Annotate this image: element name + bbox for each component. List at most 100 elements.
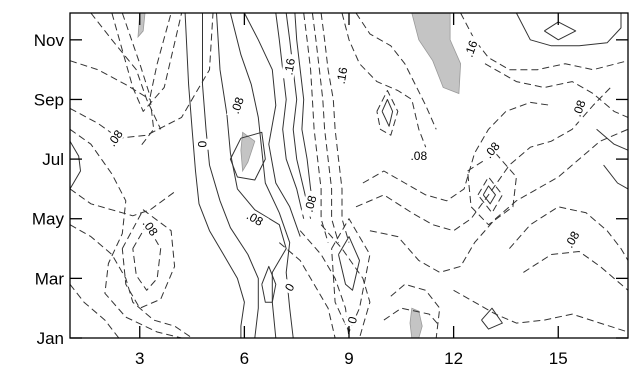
contour-label: .08 xyxy=(302,194,320,214)
negative-contour-line-37 xyxy=(477,176,503,214)
contour-labels: .08.16.16.16.08 0.08.080.080.08.08.08.08 xyxy=(102,34,590,327)
negative-contour-line-2 xyxy=(121,12,172,97)
contour-label-halo xyxy=(568,94,590,123)
y-tick-label: Jul xyxy=(42,150,64,169)
contour-label-halo xyxy=(280,53,298,81)
y-tick-label: May xyxy=(32,210,65,229)
negative-contour-line-23 xyxy=(320,12,350,243)
contour-label-halo xyxy=(300,189,320,218)
positive-contour-line-33 xyxy=(381,99,394,127)
y-tick-label: Mar xyxy=(35,269,65,288)
positive-contour-line-17 xyxy=(243,12,301,237)
positive-contour-line-29 xyxy=(261,265,277,303)
y-tick-label: Nov xyxy=(34,31,65,50)
y-tick-label: Jan xyxy=(37,329,64,348)
contour-label-halo xyxy=(240,206,270,231)
negative-contour-line-45 xyxy=(383,307,441,327)
negative-contour-line-47 xyxy=(484,63,629,118)
shaded-region-bottom xyxy=(409,307,423,339)
contour-label-halo xyxy=(102,123,128,152)
negative-contour-line-5 xyxy=(69,128,182,339)
shaded-regions xyxy=(137,12,462,339)
contour-label-group-14: .08 xyxy=(559,225,584,254)
negative-contour-line-32 xyxy=(376,90,399,136)
contour-label-halo xyxy=(280,279,298,296)
contour-lines xyxy=(69,12,629,339)
positive-contour-line-18 xyxy=(275,12,305,219)
contour-label: 0 xyxy=(196,141,210,148)
positive-contour-line-43 xyxy=(481,307,503,330)
x-tick-label: 9 xyxy=(344,349,353,368)
x-tick-label: 15 xyxy=(549,349,568,368)
contour-label-group-3: .16 xyxy=(460,34,482,63)
contour-label: .16 xyxy=(462,38,481,59)
positive-contour-line-13 xyxy=(202,13,259,339)
contour-label-halo xyxy=(138,213,164,242)
negative-contour-line-21 xyxy=(303,12,329,243)
contour-label-group-0: .08 xyxy=(226,91,248,120)
negative-contour-line-25 xyxy=(355,12,437,130)
negative-contour-line-44 xyxy=(390,283,441,339)
negative-contour-line-35 xyxy=(355,87,611,232)
negative-contour-line-27 xyxy=(299,230,350,339)
contour-label-group-9: .08 xyxy=(138,213,164,242)
negative-contour-line-22 xyxy=(311,12,339,243)
contour-label-group-2: .16 xyxy=(332,62,351,89)
negative-contour-line-31 xyxy=(331,218,371,333)
contour-label-halo xyxy=(226,91,248,120)
negative-contour-line-41 xyxy=(523,251,629,291)
negative-contour-line-40 xyxy=(509,206,629,261)
contour-label-halo xyxy=(478,136,505,164)
positive-contour-line-20 xyxy=(294,12,315,213)
negative-contour-line-46 xyxy=(460,12,629,71)
shaded-region-mid-left xyxy=(240,131,256,173)
contour-label-halo xyxy=(332,62,351,89)
contour-label: .08 xyxy=(410,149,427,163)
contour-label-halo xyxy=(406,149,432,163)
contour-label-group-8: 0 xyxy=(280,279,298,296)
negative-contour-line-9 xyxy=(121,209,176,309)
shaded-region-top-left xyxy=(137,12,146,39)
x-tick-label: 6 xyxy=(240,349,249,368)
negative-contour-line-24 xyxy=(341,12,427,148)
positive-contour-line-48 xyxy=(515,12,622,47)
positive-contour-line-12 xyxy=(184,12,245,338)
negative-contour-line-26 xyxy=(278,242,336,339)
contour-label-halo xyxy=(559,225,584,254)
negative-contour-line-3 xyxy=(111,12,183,112)
negative-contour-line-28 xyxy=(320,224,371,339)
y-tick-label: Sep xyxy=(34,90,64,109)
contour-label: .16 xyxy=(281,57,298,76)
negative-contour-line-42 xyxy=(453,289,629,333)
negative-contour-line-6 xyxy=(69,188,175,217)
positive-contour-line-19 xyxy=(285,12,312,219)
positive-contour-line-30 xyxy=(338,236,360,291)
x-tick-label: 12 xyxy=(444,349,463,368)
contour-label: .08 xyxy=(228,95,247,116)
contour-label-group-6: .08 xyxy=(240,206,270,231)
contour-label-group-1: .16 xyxy=(280,53,298,81)
contour-label-group-10: 0 xyxy=(344,312,360,327)
x-tick-label: 3 xyxy=(135,349,144,368)
negative-contour-line-34 xyxy=(362,101,552,202)
shaded-region-top-right xyxy=(411,12,462,95)
plot-frame xyxy=(69,12,629,339)
contour-label: .08 xyxy=(570,98,589,119)
contour-label-group-13: .08 xyxy=(568,94,590,123)
positive-contour-line-38 xyxy=(482,185,496,205)
negative-contour-line-4 xyxy=(69,12,214,139)
positive-contour-line-11 xyxy=(69,140,81,190)
positive-contour-line-51 xyxy=(603,164,629,190)
contour-label-group-5: 0 xyxy=(195,138,210,150)
contour-label-halo xyxy=(460,34,482,63)
contour-label-halo xyxy=(195,138,209,150)
contour-label-group-11: .08 xyxy=(406,149,432,163)
contour-label-group-4: .08 xyxy=(102,123,128,152)
contour-label-halo xyxy=(344,312,360,327)
positive-contour-line-50 xyxy=(596,128,629,151)
contour-label-group-7: .08 xyxy=(300,189,320,218)
positive-contour-line-14 xyxy=(216,12,287,339)
negative-contour-line-7 xyxy=(69,224,193,339)
negative-contour-line-10 xyxy=(69,283,120,339)
